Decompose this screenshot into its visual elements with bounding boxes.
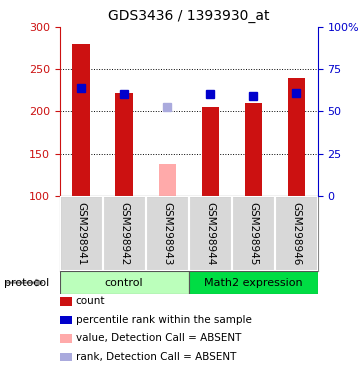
Bar [288, 78, 305, 196]
Text: GSM298945: GSM298945 [248, 202, 258, 265]
Text: value, Detection Call = ABSENT: value, Detection Call = ABSENT [76, 333, 241, 343]
Title: GDS3436 / 1393930_at: GDS3436 / 1393930_at [108, 9, 269, 23]
Bar [116, 93, 133, 196]
Bar [244, 103, 262, 196]
Text: GSM298941: GSM298941 [76, 202, 86, 265]
Bar [158, 164, 176, 196]
Bar [145, 196, 188, 271]
Text: GSM298944: GSM298944 [205, 202, 215, 265]
Bar [103, 196, 145, 271]
Bar [60, 271, 188, 294]
Text: rank, Detection Call = ABSENT: rank, Detection Call = ABSENT [76, 352, 236, 362]
Bar [60, 196, 103, 271]
Bar [188, 271, 318, 294]
Text: count: count [76, 296, 105, 306]
Text: GSM298942: GSM298942 [119, 202, 129, 265]
Bar [73, 44, 90, 196]
Text: Math2 expression: Math2 expression [204, 278, 303, 288]
Text: control: control [105, 278, 143, 288]
Bar [201, 107, 219, 196]
Bar [232, 196, 275, 271]
Text: percentile rank within the sample: percentile rank within the sample [76, 315, 252, 325]
Bar [188, 196, 232, 271]
Text: GSM298943: GSM298943 [162, 202, 172, 265]
Text: protocol: protocol [4, 278, 49, 288]
Bar [275, 196, 318, 271]
Text: GSM298946: GSM298946 [291, 202, 301, 265]
